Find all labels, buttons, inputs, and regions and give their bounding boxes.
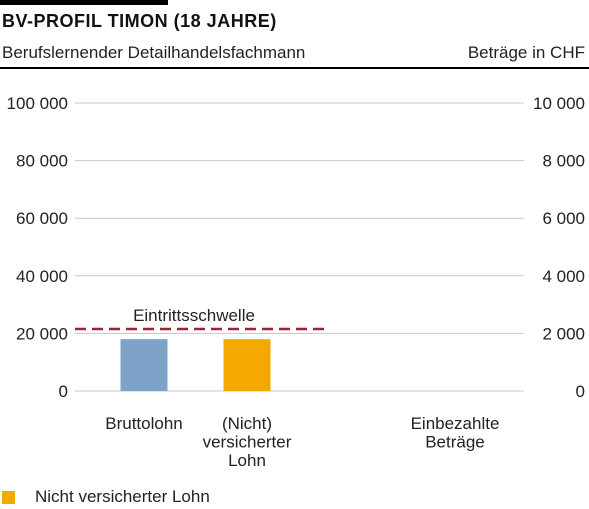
y-tick-label: 100 000 [7,94,68,113]
x-category-label: (Nicht) [222,414,272,433]
title-accent-bar [0,0,168,5]
legend: Nicht versicherter Lohn [2,487,210,507]
x-category-label: Lohn [228,451,266,470]
y-tick-label: 20 000 [16,324,68,343]
y2-tick-label: 6 000 [542,209,585,228]
y-tick-label: 0 [59,382,68,401]
legend-label: Nicht versicherter Lohn [35,487,210,506]
bar-chart: 0 20 000 40 000 60 000 80 000 100 000 0 2 000 4 … [7,94,585,470]
x-category-label: versicherter [203,433,292,452]
bar [223,339,271,391]
x-category-label: Bruttolohn [105,414,183,433]
y2-tick-label: 8 000 [542,152,585,171]
threshold-label: Eintrittsschwelle [133,306,255,325]
y2-tick-label: 0 [576,382,585,401]
units-label: Beträge in CHF [467,43,585,62]
header-rule [0,67,589,69]
y2-tick-label: 2 000 [542,324,585,343]
y-tick-label: 80 000 [16,152,68,171]
chart-subtitle: Berufslernender Detailhandelsfachmann [2,43,306,62]
chart-title: BV-PROFIL TIMON (18 JAHRE) [2,11,277,31]
x-category-label: Beträge [425,433,485,452]
y2-tick-label: 4 000 [542,267,585,286]
y2-tick-label: 10 000 [533,94,585,113]
legend-swatch-nicht-versicherter-lohn [2,490,15,504]
y-tick-label: 40 000 [16,267,68,286]
bar [120,339,168,391]
y-tick-label: 60 000 [16,209,68,228]
x-category-label: Einbezahlte [411,414,500,433]
